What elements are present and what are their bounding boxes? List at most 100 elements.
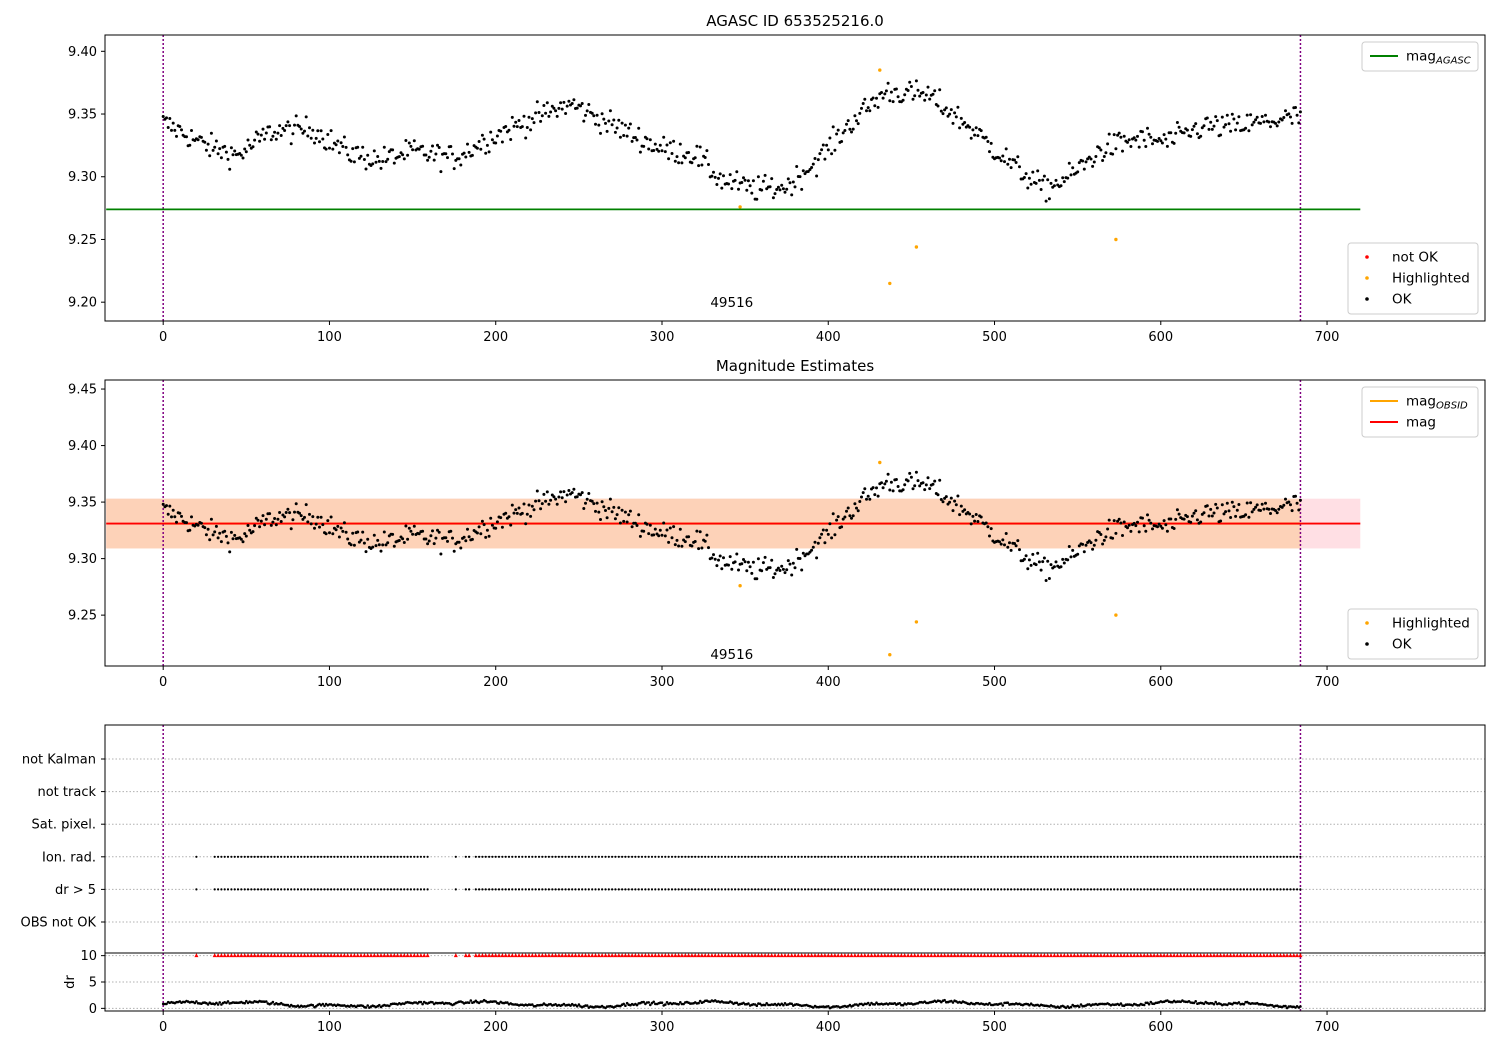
flag-point — [1192, 888, 1196, 891]
ok-point — [457, 157, 461, 161]
ok-point — [223, 144, 227, 148]
flag-point — [970, 888, 973, 891]
ok-point — [424, 153, 428, 157]
ok-point — [1192, 511, 1196, 515]
ok-point — [1022, 557, 1026, 561]
flag-point — [1013, 855, 1016, 858]
ok-point — [1189, 520, 1193, 524]
dr-clipped-marker — [1145, 953, 1150, 958]
ok-point — [432, 542, 436, 546]
dr-clipped-marker — [1032, 953, 1037, 958]
ok-point — [219, 540, 223, 544]
ok-point — [170, 128, 173, 132]
ok-point — [547, 114, 551, 118]
flag-point — [283, 888, 286, 891]
ok-point — [605, 129, 609, 133]
flag-point — [554, 888, 557, 891]
flag-point — [389, 888, 393, 891]
dr-clipped-marker — [859, 953, 864, 958]
dr-clipped-marker — [1019, 953, 1024, 958]
flag-point — [577, 888, 581, 891]
ok-point — [816, 541, 820, 545]
dr-clipped-marker — [1265, 953, 1270, 958]
ok-point — [810, 166, 814, 169]
flag-point — [833, 855, 837, 858]
flag-point — [276, 855, 279, 858]
ok-point — [1089, 541, 1093, 545]
ok-point — [228, 550, 232, 554]
ok-point — [1205, 504, 1209, 508]
ok-point — [293, 510, 296, 514]
flag-point — [966, 855, 970, 858]
ok-point — [625, 134, 629, 138]
ok-point — [1013, 542, 1016, 545]
legend-subscript: OBSID — [1436, 401, 1468, 412]
ok-point — [224, 534, 228, 538]
flag-point — [1030, 855, 1033, 858]
ok-point — [628, 509, 632, 513]
ok-point — [763, 555, 767, 559]
flag-point — [1043, 888, 1046, 891]
ok-point — [432, 158, 436, 162]
flag-point — [1282, 855, 1285, 858]
dr-point — [206, 1003, 210, 1006]
flag-point — [694, 855, 697, 858]
ok-point — [1267, 120, 1271, 124]
ok-point — [886, 472, 890, 476]
ok-point — [467, 535, 471, 539]
ok-point — [575, 106, 579, 110]
ok-point — [248, 528, 252, 532]
dr-point — [388, 1004, 391, 1008]
ok-point — [1260, 502, 1264, 506]
flag-point — [330, 888, 333, 891]
flag-point — [1269, 855, 1272, 858]
ok-point — [1121, 534, 1124, 537]
ok-point — [1077, 544, 1081, 548]
ok-point — [595, 501, 599, 505]
flag-point — [326, 888, 329, 891]
dr-clipped-marker — [1215, 953, 1220, 958]
legend-box — [1347, 608, 1479, 660]
dr-clipped-marker — [520, 953, 525, 958]
flag-point — [1149, 888, 1152, 891]
flag-point — [567, 855, 571, 858]
ok-point — [861, 102, 865, 105]
flag-point — [867, 888, 870, 891]
ok-point — [695, 529, 699, 533]
flag-point — [396, 855, 399, 858]
ok-point — [1260, 115, 1264, 118]
dr-clipped-marker — [846, 953, 851, 958]
ok-point — [259, 519, 263, 523]
ok-point — [889, 480, 893, 484]
dr-clipped-marker — [949, 953, 954, 958]
dr-clipped-marker — [1188, 953, 1193, 958]
dr-clipped-marker — [259, 953, 264, 958]
ok-point — [311, 128, 315, 132]
dr-clipped-marker — [503, 953, 508, 958]
dr-clipped-marker — [759, 953, 764, 958]
ok-point — [663, 534, 667, 538]
flag-point — [1010, 855, 1013, 858]
dr-clipped-marker — [1162, 953, 1167, 958]
ok-point — [175, 520, 178, 524]
flag-point — [236, 888, 240, 891]
ok-point — [856, 509, 860, 513]
ok-point — [171, 121, 175, 125]
dr-clipped-marker — [279, 953, 284, 958]
ok-point — [560, 107, 564, 111]
ok-point — [278, 124, 282, 128]
flag-point — [667, 888, 670, 891]
x-tick-label: 0 — [159, 1020, 167, 1035]
ok-point — [509, 523, 513, 527]
dr-clipped-marker — [666, 953, 671, 958]
flag-point — [1143, 855, 1146, 858]
flag-point — [757, 855, 760, 858]
ok-point — [269, 138, 273, 142]
ok-point — [1039, 188, 1043, 191]
ok-point — [828, 522, 832, 526]
flag-point — [890, 855, 893, 858]
flag-point — [1049, 855, 1053, 858]
flag-point — [1106, 855, 1109, 858]
flag-point — [1249, 855, 1252, 858]
y-tick-label: 9.30 — [68, 170, 97, 185]
